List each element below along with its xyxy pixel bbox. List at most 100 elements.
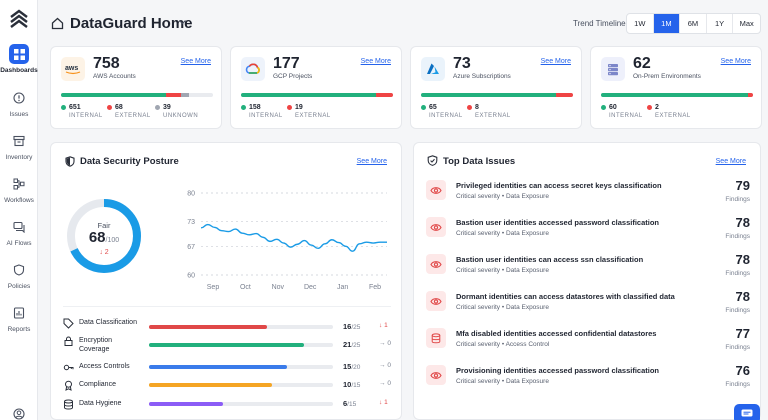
account-count: 62 xyxy=(633,55,651,72)
category-delta: ↓ 1 xyxy=(379,322,388,329)
category-progress-track xyxy=(149,365,333,369)
posture-category-row[interactable]: Data Hygiene 6/15 ↓ 1 xyxy=(63,399,393,413)
sidebar-item-workflows[interactable]: Workflows xyxy=(0,174,38,204)
account-see-more-link[interactable]: See More xyxy=(360,58,391,65)
page-title: DataGuard Home xyxy=(70,15,193,32)
legend-dot xyxy=(647,104,652,110)
issue-row[interactable]: Dormant identities can access datastores… xyxy=(426,289,750,325)
legend-value: 65 xyxy=(429,104,437,111)
legend-internal: 60 INTERNAL xyxy=(601,104,643,119)
badge-icon xyxy=(63,380,74,393)
category-delta-value: 0 xyxy=(387,362,391,369)
legend-value: 39 xyxy=(163,104,171,111)
posture-category-row[interactable]: Data Classification 16/25 ↓ 1 xyxy=(63,318,393,332)
sidebar-item-inventory[interactable]: Inventory xyxy=(0,131,38,161)
category-progress-fill xyxy=(149,343,304,347)
legend-external: 8 EXTERNAL xyxy=(467,104,511,119)
issue-row[interactable]: Mfa disabled identities accessed confide… xyxy=(426,326,750,362)
chevron-down-icon[interactable] xyxy=(178,19,187,26)
category-score: 10/15 xyxy=(343,380,360,389)
gauge-label: Fair xyxy=(97,221,111,230)
sidebar-item-issues[interactable]: Issues xyxy=(0,88,38,118)
legend-external: 19 EXTERNAL xyxy=(287,104,331,119)
account-see-more-link[interactable]: See More xyxy=(180,58,211,65)
issue-subtitle: Critical severity • Data Exposure xyxy=(456,378,549,385)
workflow-icon xyxy=(9,174,29,194)
issues-title: Top Data Issues xyxy=(443,156,516,167)
user-icon xyxy=(9,404,29,420)
x-tick-label: Oct xyxy=(240,284,251,291)
sidebar-item-reports[interactable]: Reports xyxy=(0,303,38,333)
legend-value: 8 xyxy=(475,104,479,111)
posture-category-row[interactable]: Compliance 10/15 → 0 xyxy=(63,380,393,394)
y-tick-label: 67 xyxy=(187,244,195,251)
category-delta-value: 1 xyxy=(384,399,388,406)
arrow-flat-icon: → xyxy=(379,380,388,387)
category-delta: → 0 xyxy=(379,362,391,369)
gauge-score-max: /100 xyxy=(105,237,120,244)
chat-icon xyxy=(9,217,29,237)
issue-row[interactable]: Bastion user identities can access ssn c… xyxy=(426,252,750,288)
eye-icon xyxy=(426,254,446,274)
legend-dot xyxy=(467,104,472,110)
posture-category-row[interactable]: Access Controls 15/20 → 0 xyxy=(63,362,393,376)
gcp-icon xyxy=(241,57,265,81)
category-progress-track xyxy=(149,325,333,329)
range-option-6m[interactable]: 6M xyxy=(680,14,707,33)
trend-line xyxy=(200,223,387,252)
issue-row[interactable]: Provisioning identities accessed passwor… xyxy=(426,363,750,399)
lock-icon xyxy=(63,336,74,349)
arrow-down-icon: ↓ xyxy=(99,249,103,256)
bar-segment xyxy=(556,93,573,97)
issue-findings-label: Findings xyxy=(725,270,750,277)
legend-value: 651 xyxy=(69,104,81,111)
range-option-1w[interactable]: 1W xyxy=(627,14,654,33)
account-type-label: On-Prem Environments xyxy=(633,73,701,80)
eye-icon xyxy=(426,180,446,200)
category-score-value: 6 xyxy=(343,399,348,408)
posture-category-row[interactable]: Encryption Coverage 21/25 → 0 xyxy=(63,336,393,353)
legend-dot xyxy=(421,104,426,110)
trend-timeline-label: Trend Timeline xyxy=(573,19,626,28)
account-count: 758 xyxy=(93,55,120,72)
range-option-1y[interactable]: 1Y xyxy=(707,14,734,33)
category-progress-fill xyxy=(149,383,273,387)
database-icon xyxy=(426,328,446,348)
issue-row[interactable]: Bastion user identities accessed passwor… xyxy=(426,215,750,251)
sidebar-item-dashboards[interactable]: Dashboards xyxy=(0,44,38,74)
sidebar-item-label: Policies xyxy=(7,283,31,290)
issue-subtitle: Critical severity • Data Exposure xyxy=(456,230,549,237)
range-option-max[interactable]: Max xyxy=(739,19,754,28)
legend-tag: UNKNOWN xyxy=(163,113,199,119)
x-tick-label: Dec xyxy=(304,284,317,291)
gauge-arc xyxy=(67,199,141,273)
issue-title: Mfa disabled identities accessed confide… xyxy=(456,329,657,338)
legend-value: 2 xyxy=(655,104,659,111)
legend-tag: INTERNAL xyxy=(69,113,103,119)
account-see-more-link[interactable]: See More xyxy=(540,58,571,65)
issue-subtitle: Critical severity • Access Control xyxy=(456,341,550,348)
user-avatar[interactable] xyxy=(0,404,38,420)
category-score-max: /25 xyxy=(351,324,361,331)
range-option-1m[interactable]: 1M xyxy=(653,14,681,33)
legend-dot xyxy=(287,104,292,110)
sidebar-item-ai-flows[interactable]: AI Flows xyxy=(0,217,38,247)
bar-segment xyxy=(421,93,557,97)
category-label: Encryption Coverage xyxy=(79,337,113,353)
issue-findings-label: Findings xyxy=(725,381,750,388)
issues-see-more-link[interactable]: See More xyxy=(715,158,746,165)
sidebar-item-policies[interactable]: Policies xyxy=(0,260,38,290)
posture-see-more-link[interactable]: See More xyxy=(356,158,387,165)
issue-findings-label: Findings xyxy=(725,233,750,240)
account-type-label: GCP Projects xyxy=(273,73,313,80)
legend-tag: INTERNAL xyxy=(249,113,283,119)
azure-icon xyxy=(421,57,445,81)
database-icon xyxy=(63,399,74,412)
legend-value: 158 xyxy=(249,104,261,111)
account-see-more-link[interactable]: See More xyxy=(720,58,751,65)
issue-row[interactable]: Privileged identities can access secret … xyxy=(426,178,750,214)
chat-launcher-button[interactable] xyxy=(734,404,760,420)
category-progress-track xyxy=(149,383,333,387)
legend-internal: 158 INTERNAL xyxy=(241,104,283,119)
brand-logo[interactable] xyxy=(8,8,30,30)
